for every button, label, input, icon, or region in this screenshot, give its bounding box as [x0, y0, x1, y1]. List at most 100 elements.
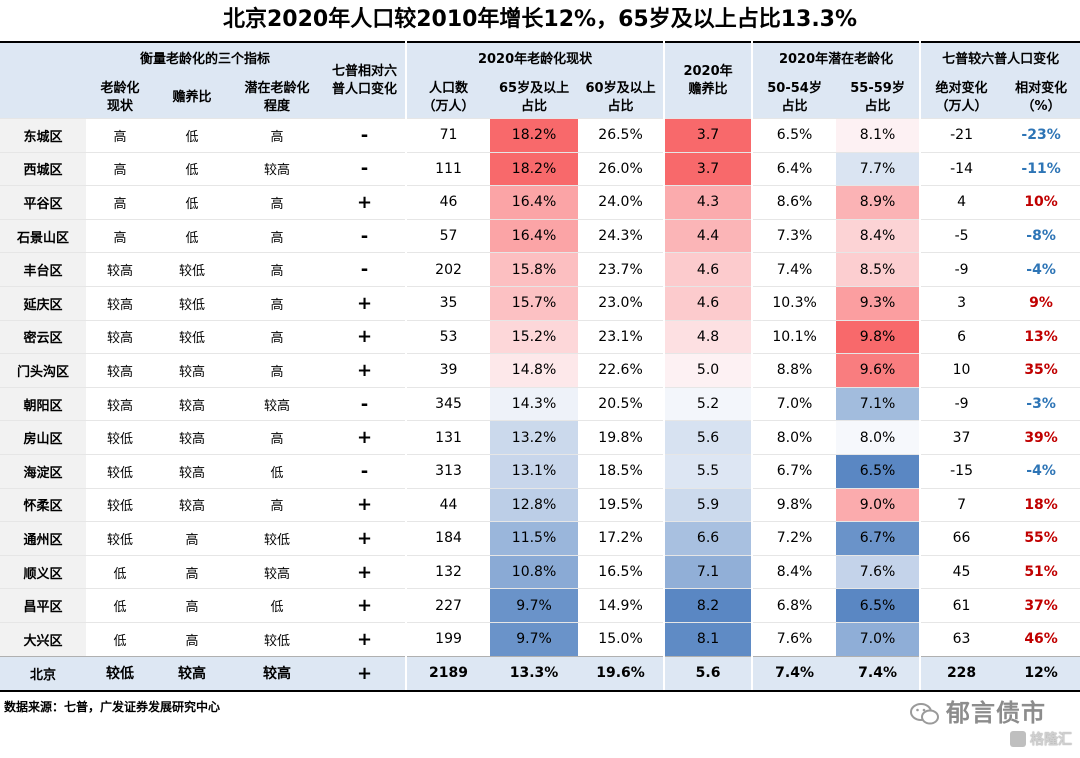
- cell-p50: 7.4%: [751, 655, 837, 692]
- cell-dep-level: 较高: [154, 353, 230, 388]
- cell-p65: 12.8%: [490, 487, 579, 522]
- cell-p55: 7.7%: [836, 151, 921, 186]
- table-row: 延庆区 较高 较低高 +35 15.7% 23.0% 4.6 10.3% 9.3% 3 9%: [0, 285, 1080, 321]
- cell-potential: 低: [230, 588, 325, 623]
- cell-aging: 较高: [86, 319, 154, 354]
- cell-change: +: [324, 655, 407, 692]
- cell-pop: 345: [405, 386, 491, 421]
- cell-aging: 较低: [86, 655, 154, 692]
- cell-change: +: [324, 588, 407, 623]
- header-dependency: 2020年 赡养比: [663, 42, 753, 119]
- cell-p55: 8.5%: [836, 252, 921, 287]
- cell-rel: -4%: [1002, 252, 1080, 287]
- cell-abs: -21: [919, 118, 1003, 153]
- cell-p60: 14.9%: [578, 588, 665, 623]
- aging-table: 衡量老龄化的三个指标 七普相对六 普人口变化 2020年老龄化现状 2020年 …: [0, 41, 1080, 692]
- table-row: 顺义区低高较高 +132 10.8% 16.5% 7.1 8.4% 7.6% 45 51%: [0, 554, 1080, 589]
- cell-rel: -4%: [1002, 453, 1080, 489]
- cell-pop: 184: [405, 521, 491, 556]
- cell-dep-level: 高: [154, 554, 230, 589]
- cell-pop: 2189: [405, 655, 491, 692]
- cell-dep-level: 较低: [154, 319, 230, 354]
- cell-p50: 10.3%: [751, 285, 837, 321]
- cell-p50: 8.0%: [751, 420, 837, 455]
- cell-abs: 37: [919, 420, 1003, 455]
- cell-abs: -9: [919, 252, 1003, 287]
- cell-pop: 227: [405, 588, 491, 623]
- cell-dep: 4.3: [663, 185, 753, 220]
- cell-region: 大兴区: [0, 621, 86, 656]
- header-65plus: 65岁及以上 占比: [490, 77, 579, 119]
- cell-pop: 132: [405, 554, 491, 589]
- cell-p50: 7.2%: [751, 521, 837, 556]
- cell-change: +: [324, 621, 407, 656]
- table-row: 怀柔区 较低 较高高 +44 12.8% 19.5% 5.9 9.8% 9.0% 7 18%: [0, 487, 1080, 522]
- cell-aging: 较低: [86, 521, 154, 556]
- cell-rel: 12%: [1002, 655, 1080, 692]
- cell-rel: -23%: [1002, 118, 1080, 153]
- cell-potential: 低: [230, 453, 325, 489]
- cell-dep: 8.2: [663, 588, 753, 623]
- cell-p60: 24.3%: [578, 218, 665, 253]
- cell-change: +: [324, 487, 407, 522]
- table-row: 西城区高低较高 -111 18.2% 26.0% 3.7 6.4% 7.7% -14 -11%: [0, 151, 1080, 186]
- cell-p60: 24.0%: [578, 185, 665, 220]
- cell-region: 通州区: [0, 521, 86, 556]
- cell-dep: 5.9: [663, 487, 753, 522]
- cell-pop: 313: [405, 453, 491, 489]
- cell-dep-level: 低: [154, 151, 230, 186]
- cell-change: +: [324, 185, 407, 220]
- header-region: [0, 42, 86, 119]
- cell-p50: 6.4%: [751, 151, 837, 186]
- header-group1: 衡量老龄化的三个指标: [86, 42, 325, 77]
- cell-p50: 10.1%: [751, 319, 837, 354]
- cell-change: -: [324, 453, 407, 489]
- header-60plus: 60岁及以上 占比: [578, 77, 665, 119]
- cell-dep: 6.6: [663, 521, 753, 556]
- header-potential-aging: 潜在老龄化 程度: [230, 77, 325, 119]
- cell-abs: 45: [919, 554, 1003, 589]
- cell-dep: 4.4: [663, 218, 753, 253]
- cell-p60: 19.8%: [578, 420, 665, 455]
- table-row: 房山区 较低 较高高 +131 13.2% 19.8% 5.6 8.0% 8.0% 37 39%: [0, 420, 1080, 455]
- cell-pop: 199: [405, 621, 491, 656]
- cell-p50: 6.8%: [751, 588, 837, 623]
- cell-abs: -15: [919, 453, 1003, 489]
- cell-aging: 较高: [86, 353, 154, 388]
- cell-p60: 19.6%: [578, 655, 665, 692]
- cell-rel: 46%: [1002, 621, 1080, 656]
- cell-potential: 高: [230, 420, 325, 455]
- cell-p65: 13.3%: [490, 655, 579, 692]
- cell-abs: 63: [919, 621, 1003, 656]
- table-row: 海淀区 较低 较高低 -313 13.1% 18.5% 5.5 6.7% 6.5% -15 -4%: [0, 453, 1080, 489]
- cell-p50: 7.3%: [751, 218, 837, 253]
- cell-potential: 高: [230, 185, 325, 220]
- cell-rel: 37%: [1002, 588, 1080, 623]
- cell-p55: 8.4%: [836, 218, 921, 253]
- cell-p55: 8.0%: [836, 420, 921, 455]
- cell-aging: 低: [86, 554, 154, 589]
- cell-p60: 22.6%: [578, 353, 665, 388]
- cell-p60: 23.1%: [578, 319, 665, 354]
- cell-p50: 9.8%: [751, 487, 837, 522]
- cell-aging: 高: [86, 218, 154, 253]
- cell-change: -: [324, 386, 407, 421]
- cell-p65: 11.5%: [490, 521, 579, 556]
- cell-abs: 228: [919, 655, 1003, 692]
- cell-p65: 9.7%: [490, 588, 579, 623]
- cell-aging: 高: [86, 118, 154, 153]
- cell-potential: 高: [230, 353, 325, 388]
- cell-dep: 4.8: [663, 319, 753, 354]
- gelonghui-logo-icon: [1010, 731, 1026, 747]
- table-row: 东城区高低高 -71 18.2% 26.5% 3.7 6.5% 8.1% -21 -23%: [0, 118, 1080, 153]
- cell-p50: 8.6%: [751, 185, 837, 220]
- cell-dep-level: 较高: [154, 453, 230, 489]
- cell-p65: 18.2%: [490, 118, 579, 153]
- cell-dep-level: 较高: [154, 386, 230, 421]
- cell-rel: -8%: [1002, 218, 1080, 253]
- cell-p55: 6.7%: [836, 521, 921, 556]
- cell-p60: 19.5%: [578, 487, 665, 522]
- cell-rel: 13%: [1002, 319, 1080, 354]
- cell-dep: 8.1: [663, 621, 753, 656]
- cell-p50: 8.4%: [751, 554, 837, 589]
